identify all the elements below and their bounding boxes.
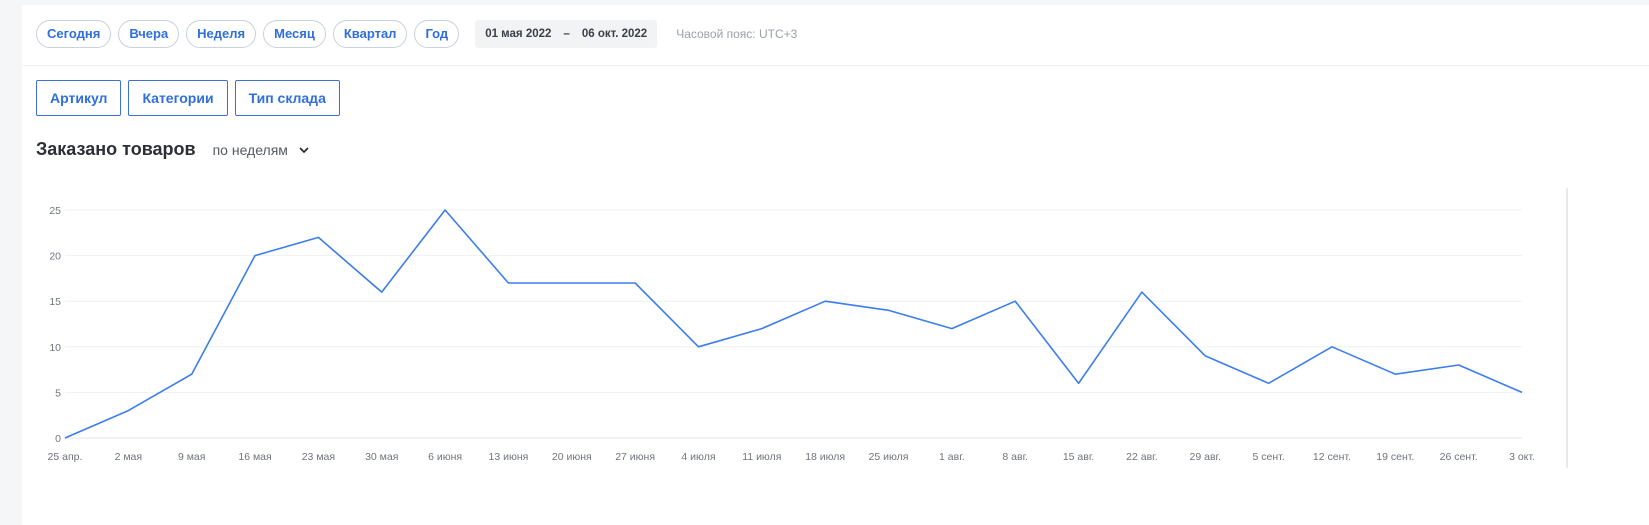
period-today-button[interactable]: Сегодня bbox=[36, 20, 112, 48]
divider bbox=[22, 65, 1649, 66]
period-quarter-button[interactable]: Квартал bbox=[332, 20, 408, 48]
y-tick-label: 10 bbox=[49, 342, 61, 354]
data-point[interactable] bbox=[947, 324, 957, 334]
y-tick-label: 0 bbox=[55, 433, 61, 445]
segment-warehouse-type-button[interactable]: Тип склада bbox=[234, 80, 340, 116]
period-select[interactable]: по неделям bbox=[213, 142, 310, 158]
x-tick-label: 25 апр. bbox=[48, 451, 83, 463]
date-to: 06 окт. 2022 bbox=[581, 28, 648, 40]
data-point[interactable] bbox=[1390, 369, 1400, 379]
data-point[interactable] bbox=[1010, 296, 1020, 306]
segment-article-button[interactable]: Артикул bbox=[36, 80, 122, 116]
y-tick-label: 5 bbox=[55, 387, 61, 399]
x-tick-label: 16 мая bbox=[238, 451, 271, 463]
chart-grid bbox=[65, 209, 1522, 439]
x-tick-label: 18 июля bbox=[805, 451, 845, 463]
data-point[interactable] bbox=[250, 251, 260, 261]
period-select-value: по неделям bbox=[212, 141, 288, 158]
date-separator: – bbox=[563, 28, 570, 40]
x-axis-ticks: 25 апр. 2 мая 9 мая 16 мая 23 мая 30 мая 6 июн… bbox=[48, 451, 1535, 463]
x-tick-label: 11 июля bbox=[742, 451, 781, 463]
segment-buttons: Артикул Категории Тип склада bbox=[36, 80, 340, 116]
date-range-picker[interactable]: 01 мая 2022–06 окт. 2022 bbox=[475, 20, 658, 48]
x-tick-label: 26 сент. bbox=[1440, 451, 1478, 463]
x-tick-label: 8 авг. bbox=[1002, 451, 1028, 463]
x-tick-label: 27 июня bbox=[615, 451, 655, 463]
data-point[interactable] bbox=[313, 232, 323, 242]
data-point[interactable] bbox=[1074, 378, 1084, 388]
x-tick-label: 22 авг. bbox=[1126, 451, 1157, 463]
period-filter-bar: Сегодня Вчера Неделя Месяц Квартал Год 0… bbox=[36, 20, 797, 48]
series-line bbox=[64, 209, 1523, 439]
data-point[interactable] bbox=[630, 278, 640, 288]
x-tick-label: 9 мая bbox=[178, 451, 206, 463]
x-tick-label: 1 авг. bbox=[939, 451, 965, 463]
chart-title: Заказано товаров bbox=[36, 139, 196, 159]
x-tick-label: 29 авг. bbox=[1190, 451, 1221, 463]
period-yesterday-button[interactable]: Вчера bbox=[118, 20, 180, 48]
data-point[interactable] bbox=[693, 342, 703, 352]
y-tick-label: 20 bbox=[49, 251, 61, 263]
data-point[interactable] bbox=[503, 278, 513, 288]
data-point[interactable] bbox=[1200, 351, 1210, 361]
segment-categories-button[interactable]: Категории bbox=[128, 80, 228, 116]
content-panel: Сегодня Вчера Неделя Месяц Квартал Год 0… bbox=[22, 5, 1649, 525]
data-point[interactable] bbox=[1137, 287, 1147, 297]
x-tick-label: 2 мая bbox=[115, 451, 143, 463]
data-point[interactable] bbox=[567, 278, 577, 288]
data-point[interactable] bbox=[1327, 342, 1337, 352]
chart-header: Заказано товаров по неделям bbox=[36, 139, 310, 160]
data-point[interactable] bbox=[60, 433, 70, 443]
data-point[interactable] bbox=[440, 205, 450, 215]
period-week-button[interactable]: Неделя bbox=[186, 20, 257, 48]
x-tick-label: 4 июля bbox=[681, 451, 715, 463]
data-point[interactable] bbox=[377, 287, 387, 297]
x-tick-label: 13 июня bbox=[489, 451, 529, 463]
data-point[interactable] bbox=[820, 296, 830, 306]
timezone-label: Часовой пояс: UTC+3 bbox=[676, 27, 798, 41]
x-tick-label: 15 авг. bbox=[1063, 451, 1094, 463]
y-tick-label: 25 bbox=[49, 205, 61, 217]
y-axis-ticks: 0 5 10 15 20 25 bbox=[49, 205, 61, 445]
data-point[interactable] bbox=[187, 369, 197, 379]
chevron-down-icon bbox=[299, 147, 309, 153]
orders-line-chart: 0 5 10 15 20 25 25 апр. 2 мая 9 мая 16 мая 23 мая… bbox=[48, 205, 1535, 463]
x-tick-label: 23 мая bbox=[302, 451, 335, 463]
x-tick-label: 20 июня bbox=[552, 451, 592, 463]
x-tick-label: 25 июля bbox=[869, 451, 909, 463]
x-tick-label: 30 мая bbox=[365, 451, 398, 463]
x-tick-label: 3 окт. bbox=[1509, 451, 1535, 463]
x-tick-label: 5 сент. bbox=[1252, 451, 1284, 463]
data-point[interactable] bbox=[1264, 378, 1274, 388]
period-month-button[interactable]: Месяц bbox=[263, 20, 326, 48]
period-year-button[interactable]: Год bbox=[414, 20, 460, 48]
date-from: 01 мая 2022 bbox=[485, 28, 552, 40]
x-tick-label: 12 сент. bbox=[1313, 451, 1351, 463]
y-tick-label: 15 bbox=[49, 296, 61, 308]
x-tick-label: 19 сент. bbox=[1376, 451, 1414, 463]
data-point[interactable] bbox=[123, 406, 133, 416]
data-point[interactable] bbox=[1517, 387, 1527, 397]
scrollbar-edge bbox=[1566, 188, 1568, 468]
x-tick-label: 6 июня bbox=[428, 451, 462, 463]
data-point[interactable] bbox=[884, 305, 894, 315]
data-point[interactable] bbox=[757, 324, 767, 334]
series-line-group bbox=[60, 205, 1527, 443]
data-point[interactable] bbox=[1454, 360, 1464, 370]
